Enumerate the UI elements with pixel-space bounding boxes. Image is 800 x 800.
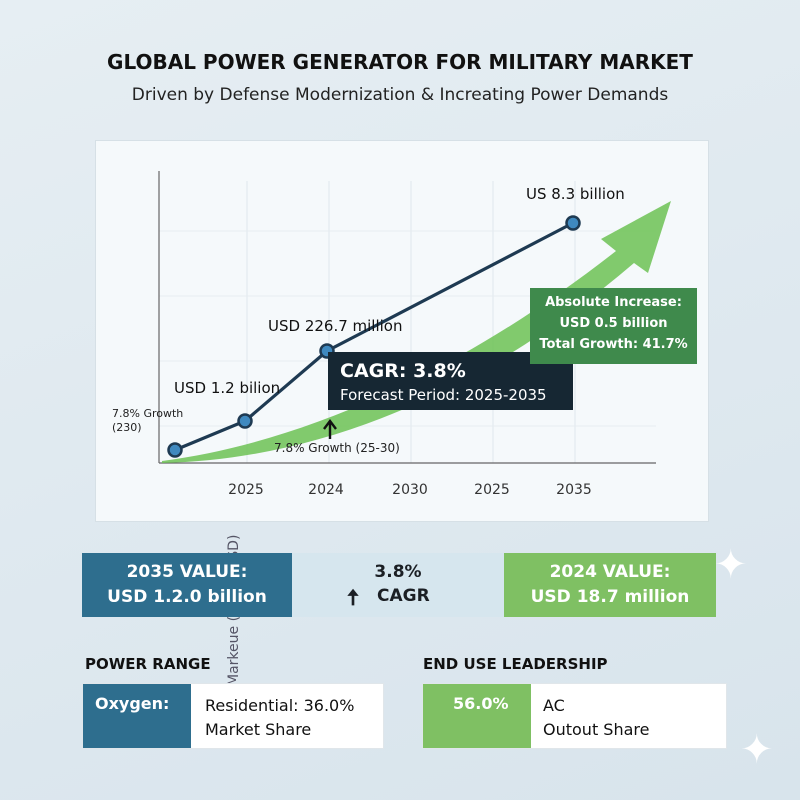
stat-2024-value: 2024 VALUE: USD 18.7 million bbox=[504, 553, 716, 617]
power-range-tag: Oxygen: bbox=[83, 684, 191, 748]
data-point-1 bbox=[167, 442, 183, 458]
growth-arrow-icon bbox=[323, 419, 337, 439]
end-use-tag: 56.0% bbox=[423, 684, 531, 748]
stat-2035-value: 2035 VALUE: USD 1.2.0 billion bbox=[82, 553, 292, 617]
cagr-callout: CAGR: 3.8% Forecast Period: 2025-2035 bbox=[328, 352, 573, 410]
point-label-3: US 8.3 billion bbox=[526, 185, 625, 203]
stat-right-value: USD 18.7 million bbox=[530, 587, 690, 607]
stat-right-label: 2024 VALUE: bbox=[549, 562, 671, 582]
end-use-line-1: AC bbox=[543, 696, 565, 715]
power-range-card: Oxygen: Residential: 36.0% Market Share bbox=[82, 683, 384, 749]
x-tick-4: 2025 bbox=[474, 482, 510, 498]
data-point-2 bbox=[237, 413, 253, 429]
absolute-increase-callout: Absolute Increase: USD 0.5 billion Total… bbox=[530, 288, 697, 364]
power-range-text: Residential: 36.0% Market Share bbox=[205, 694, 354, 742]
x-tick-3: 2030 bbox=[392, 482, 428, 498]
cagr-title: CAGR: 3.8% bbox=[340, 360, 466, 382]
stat-mid-value: 3.8% bbox=[374, 562, 422, 582]
stat-left-value: USD 1.2.0 billion bbox=[107, 587, 267, 607]
stat-cagr: 3.8% 🠅 CAGR bbox=[292, 553, 504, 617]
up-arrow-icon: 🠅 bbox=[347, 586, 360, 611]
power-range-tag-text: Oxygen: bbox=[95, 694, 170, 713]
end-use-tag-text: 56.0% bbox=[453, 694, 509, 713]
power-range-line-2: Market Share bbox=[205, 720, 312, 739]
abs-line-3: Total Growth: 41.7% bbox=[539, 337, 688, 352]
stat-mid-label: CAGR bbox=[377, 586, 430, 606]
data-point-4 bbox=[565, 215, 581, 231]
end-use-heading: END USE LEADERSHIP bbox=[423, 655, 608, 673]
x-tick-1: 2025 bbox=[228, 482, 264, 498]
point-label-2: USD 226.7 million bbox=[268, 317, 403, 335]
stat-left-label: 2035 VALUE: bbox=[126, 562, 248, 582]
growth-note-mid: 7.8% Growth (25-30) bbox=[274, 441, 400, 455]
abs-line-1: Absolute Increase: bbox=[545, 295, 682, 310]
growth-note-left: 7.8% Growth (230) bbox=[112, 407, 184, 434]
power-range-line-1: Residential: 36.0% bbox=[205, 696, 355, 715]
page-subtitle: Driven by Defense Modernization & Increa… bbox=[131, 85, 669, 105]
x-tick-2: 2024 bbox=[308, 482, 344, 498]
power-range-heading: POWER RANGE bbox=[85, 655, 211, 673]
page-title: GLOBAL POWER GENERATOR FOR MILITARY MARK… bbox=[107, 50, 693, 74]
cagr-period: Forecast Period: 2025-2035 bbox=[340, 386, 547, 404]
sparkle-icon: ✦ bbox=[714, 543, 748, 587]
sparkle-icon-2: ✦ bbox=[740, 728, 774, 772]
abs-line-2: USD 0.5 billion bbox=[559, 316, 668, 331]
x-tick-5: 2035 bbox=[556, 482, 592, 498]
end-use-card: 56.0% AC Outout Share bbox=[422, 683, 727, 749]
end-use-text: AC Outout Share bbox=[543, 694, 649, 742]
series-line bbox=[174, 221, 574, 452]
point-label-1: USD 1.2 bilion bbox=[174, 379, 281, 397]
end-use-line-2: Outout Share bbox=[543, 720, 650, 739]
